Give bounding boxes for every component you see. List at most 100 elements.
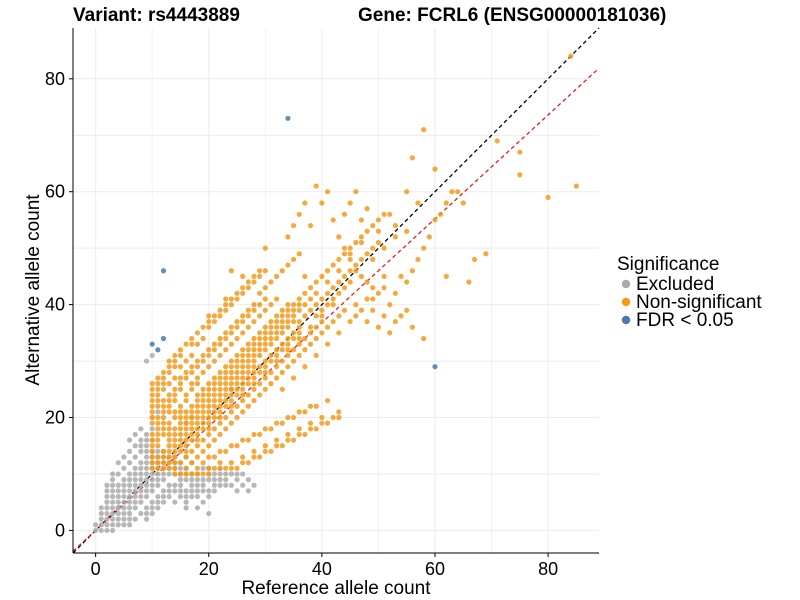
data-point [347,251,353,257]
data-point [324,290,331,296]
data-point [257,341,263,347]
data-point [160,409,167,415]
data-point [121,499,127,505]
data-point [517,172,523,178]
data-point [228,375,234,381]
data-point [240,409,246,415]
data-point [245,313,251,319]
data-point [240,290,246,296]
data-point [194,341,201,347]
data-point [228,302,234,308]
data-point [245,403,251,409]
data-point [251,341,257,347]
data-point [415,256,421,263]
data-point [206,386,212,392]
data-point [296,296,302,302]
data-point [257,381,263,387]
data-point [347,200,353,206]
data-point [296,251,302,257]
data-point [200,465,206,471]
data-point [336,409,342,415]
data-point [126,493,133,500]
data-point [172,482,178,488]
data-point [104,527,110,534]
data-point [149,499,155,505]
data-point [149,431,155,438]
data-point [381,313,387,319]
data-point [517,149,523,155]
data-point [206,510,212,517]
data-point [279,420,285,426]
data-point [285,302,291,308]
data-point [149,477,155,483]
data-point [234,386,240,392]
data-point [341,273,348,279]
data-point [223,364,229,370]
data-point [245,437,251,443]
data-point [132,505,138,511]
reference-lines [72,27,600,554]
data-point [138,448,144,454]
data-point [234,290,240,296]
data-point [172,488,178,494]
data-point [358,307,365,313]
data-point [353,313,359,319]
data-point [109,510,116,517]
data-point [251,375,257,381]
data-point [200,437,206,443]
data-point [177,431,184,438]
data-point [262,375,268,381]
data-point [302,290,308,296]
data-point [143,510,150,517]
data-point [183,477,189,483]
data-point [223,477,229,483]
data-point [183,437,189,443]
data-point [183,505,189,511]
data-point [432,364,438,370]
data-point [194,358,201,364]
data-point [189,369,195,375]
data-point [155,493,161,500]
data-point [166,431,172,438]
data-point [183,358,189,364]
data-point [341,245,348,251]
data-point [115,460,121,466]
data-point [183,341,189,347]
data-point [115,482,121,488]
data-point [206,420,212,426]
data-point [223,302,229,308]
data-point [166,409,172,415]
data-point [347,268,353,274]
x-tick-label: 60 [425,559,445,579]
data-point [324,279,331,285]
data-point [324,302,331,308]
data-point [364,279,370,285]
data-point [149,386,155,392]
data-point [155,397,161,404]
data-point [257,347,263,353]
data-point [223,369,229,375]
data-point [268,302,274,308]
data-point [211,471,217,477]
data-point [155,465,161,471]
data-point [189,477,195,483]
data-point [285,347,291,353]
data-point [98,527,104,534]
data-point [183,488,189,494]
data-point [200,352,206,359]
data-point [257,330,263,336]
data-point [392,222,398,229]
data-point [160,403,167,409]
y-axis-ticks: 0 20 40 60 80 [45,69,73,540]
data-point [109,527,116,534]
data-point [307,420,314,426]
data-point [296,335,302,342]
data-point [172,386,178,392]
data-point [211,426,217,432]
data-point [138,471,144,477]
data-point [223,465,229,471]
data-point [194,364,201,370]
data-point [200,460,206,466]
data-point [155,403,161,409]
data-point [211,482,217,488]
